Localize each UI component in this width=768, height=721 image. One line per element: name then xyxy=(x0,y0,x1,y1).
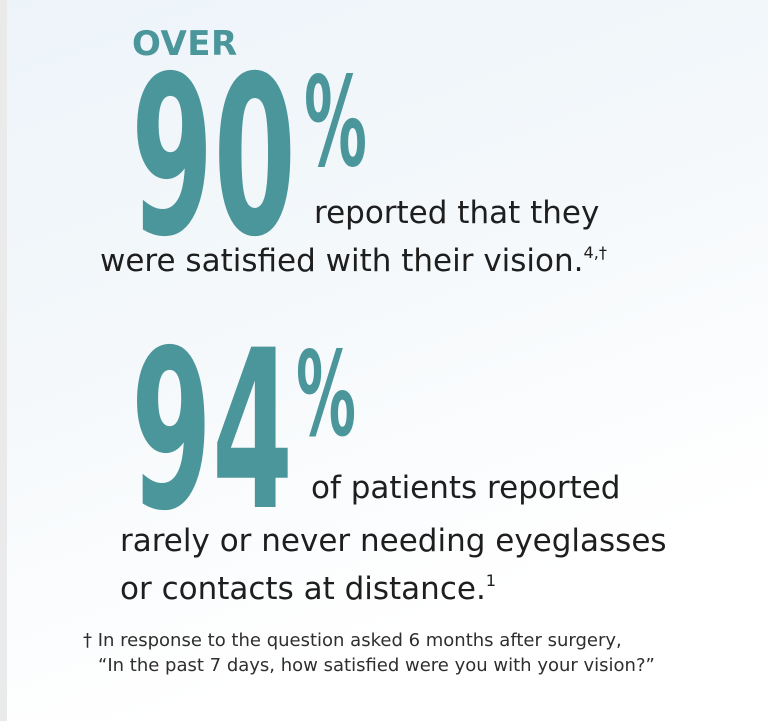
footnote: † In response to the question asked 6 mo… xyxy=(83,628,655,678)
stat-90-percent-graphic: % xyxy=(304,51,367,195)
stat-90-percent-sign: % xyxy=(304,51,367,195)
stat-94-text-line3: or contacts at distance.1 xyxy=(120,571,496,608)
page-edge-strip xyxy=(0,0,7,721)
stat-90-prefix-label: OVER xyxy=(132,24,238,64)
stat-94-text-line2: rarely or never needing eyeglasses xyxy=(120,523,667,559)
stat-90-reference-superscript: 4,† xyxy=(583,242,607,262)
stat-94-percent-graphic: % xyxy=(296,326,356,463)
footnote-line1: † In response to the question asked 6 mo… xyxy=(83,630,622,651)
stat-90-value: 90 xyxy=(131,29,296,285)
stat-94-value-graphic: 94 xyxy=(131,303,293,559)
stat-90-text-line2: were satisfied with their vision.4,† xyxy=(100,243,607,280)
stat-90-text-line1: reported that they xyxy=(314,195,600,231)
stat-94-text-line3-body: or contacts at distance. xyxy=(120,571,486,607)
stat-94-text-line1: of patients reported xyxy=(311,470,621,506)
stat-90-text-line2-body: were satisfied with their vision. xyxy=(100,243,584,279)
stat-94-value: 94 xyxy=(131,303,293,559)
stat-90-value-graphic: 90 xyxy=(131,29,296,285)
footnote-line2: “In the past 7 days, how satisfied were … xyxy=(98,655,655,676)
stat-94-reference-superscript: 1 xyxy=(485,570,497,590)
stat-94-percent-sign: % xyxy=(296,326,356,463)
